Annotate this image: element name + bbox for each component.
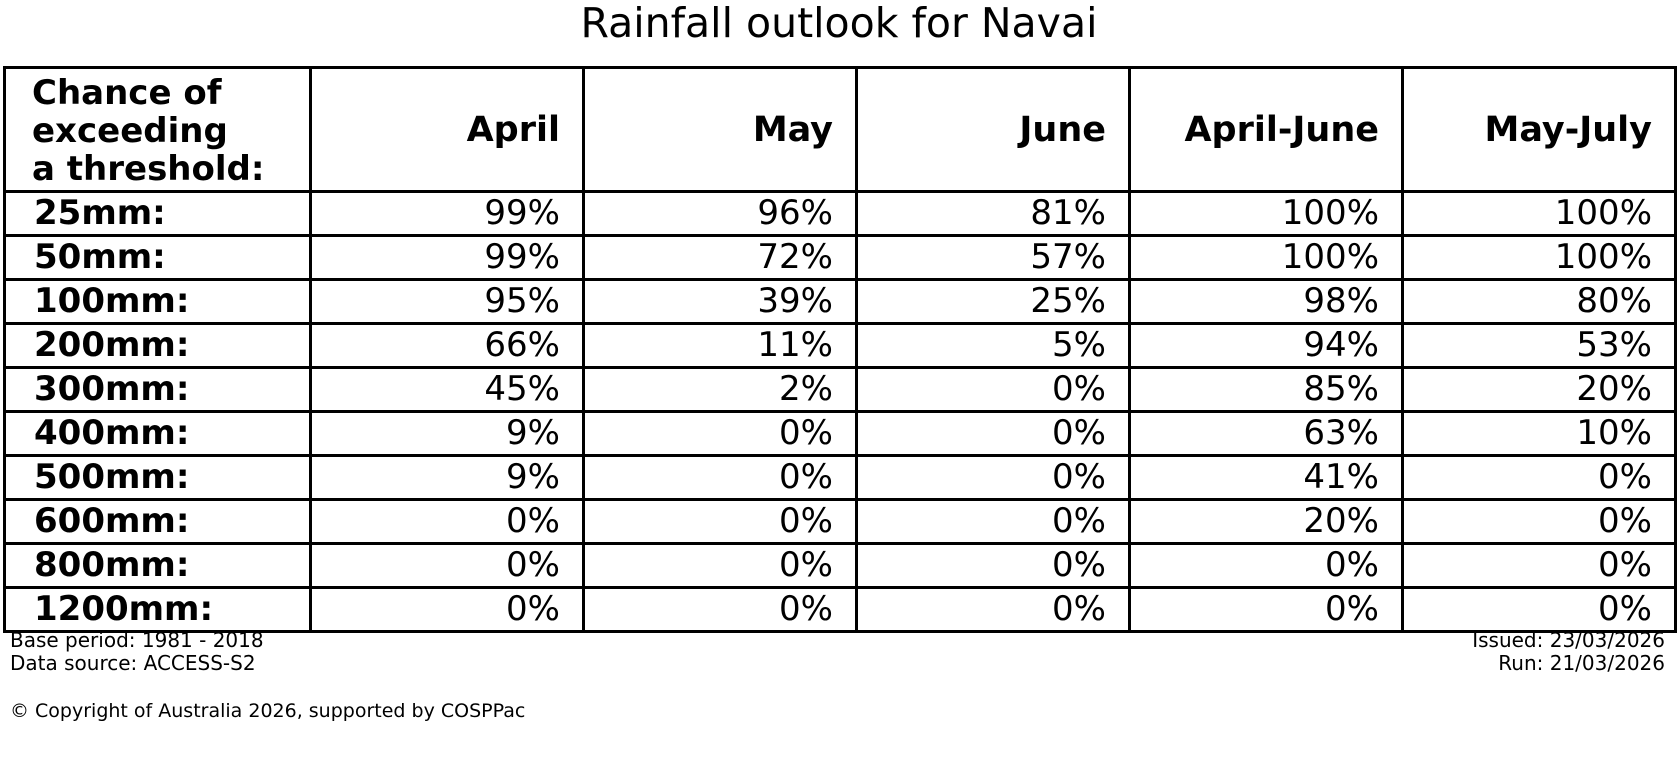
value-cell: 9%	[309, 454, 585, 501]
value-cell: 0%	[855, 542, 1131, 589]
value-cell: 0%	[1401, 498, 1677, 545]
value-cell: 41%	[1128, 454, 1404, 501]
column-header-may: May	[582, 66, 858, 193]
corner-header-line: exceeding	[32, 111, 228, 151]
value-cell: 0%	[309, 586, 585, 633]
value-cell: 0%	[309, 498, 585, 545]
row-threshold-label: 50mm:	[3, 234, 312, 281]
corner-header-line: a threshold:	[32, 149, 265, 189]
table-row: 50mm: 99% 72% 57% 100% 100%	[3, 234, 1677, 281]
column-header-june: June	[855, 66, 1131, 193]
value-cell: 100%	[1128, 190, 1404, 237]
value-cell: 96%	[582, 190, 858, 237]
table-row: 500mm: 9% 0% 0% 41% 0%	[3, 454, 1677, 501]
value-cell: 2%	[582, 366, 858, 413]
table-row: 300mm: 45% 2% 0% 85% 20%	[3, 366, 1677, 413]
value-cell: 0%	[855, 498, 1131, 545]
row-threshold-label: 1200mm:	[3, 586, 312, 633]
value-cell: 0%	[582, 498, 858, 545]
value-cell: 100%	[1128, 234, 1404, 281]
value-cell: 63%	[1128, 410, 1404, 457]
value-cell: 94%	[1128, 322, 1404, 369]
value-cell: 72%	[582, 234, 858, 281]
value-cell: 0%	[855, 410, 1131, 457]
row-threshold-label: 300mm:	[3, 366, 312, 413]
value-cell: 45%	[309, 366, 585, 413]
value-cell: 85%	[1128, 366, 1404, 413]
value-cell: 53%	[1401, 322, 1677, 369]
value-cell: 98%	[1128, 278, 1404, 325]
row-threshold-label: 200mm:	[3, 322, 312, 369]
value-cell: 99%	[309, 234, 585, 281]
table-row: 200mm: 66% 11% 5% 94% 53%	[3, 322, 1677, 369]
value-cell: 95%	[309, 278, 585, 325]
table-row: 600mm: 0% 0% 0% 20% 0%	[3, 498, 1677, 545]
row-threshold-label: 600mm:	[3, 498, 312, 545]
value-cell: 0%	[582, 410, 858, 457]
value-cell: 0%	[1401, 542, 1677, 589]
value-cell: 5%	[855, 322, 1131, 369]
value-cell: 100%	[1401, 190, 1677, 237]
table-row: 1200mm: 0% 0% 0% 0% 0%	[3, 586, 1677, 633]
value-cell: 9%	[309, 410, 585, 457]
issued-date-text: Issued: 23/03/2026	[1472, 628, 1665, 652]
copyright-line: © Copyright of Australia 2026, supported…	[10, 700, 526, 722]
rainfall-outlook-table: Chance of exceeding a threshold: April M…	[3, 66, 1677, 633]
value-cell: 0%	[855, 366, 1131, 413]
table-row: 400mm: 9% 0% 0% 63% 10%	[3, 410, 1677, 457]
column-header-april: April	[309, 66, 585, 193]
value-cell: 0%	[1128, 542, 1404, 589]
column-header-april-june: April-June	[1128, 66, 1404, 193]
value-cell: 25%	[855, 278, 1131, 325]
corner-header: Chance of exceeding a threshold:	[3, 66, 312, 193]
row-threshold-label: 500mm:	[3, 454, 312, 501]
row-threshold-label: 100mm:	[3, 278, 312, 325]
value-cell: 80%	[1401, 278, 1677, 325]
page-title: Rainfall outlook for Navai	[580, 0, 1098, 47]
data-source-text: Data source: ACCESS-S2	[10, 651, 256, 675]
value-cell: 99%	[309, 190, 585, 237]
value-cell: 0%	[1401, 586, 1677, 633]
value-cell: 0%	[855, 586, 1131, 633]
value-cell: 57%	[855, 234, 1131, 281]
value-cell: 0%	[309, 542, 585, 589]
value-cell: 0%	[855, 454, 1131, 501]
row-threshold-label: 25mm:	[3, 190, 312, 237]
table-row: 800mm: 0% 0% 0% 0% 0%	[3, 542, 1677, 589]
value-cell: 0%	[582, 586, 858, 633]
footer-left: Base period: 1981 - 2018 Data source: AC…	[10, 629, 264, 675]
footer-right: Issued: 23/03/2026 Run: 21/03/2026	[1472, 629, 1665, 675]
value-cell: 81%	[855, 190, 1131, 237]
row-threshold-label: 800mm:	[3, 542, 312, 589]
table-row: 25mm: 99% 96% 81% 100% 100%	[3, 190, 1677, 237]
header-row: Chance of exceeding a threshold: April M…	[3, 66, 1677, 193]
base-period-text: Base period: 1981 - 2018	[10, 628, 264, 652]
value-cell: 0%	[582, 542, 858, 589]
value-cell: 20%	[1128, 498, 1404, 545]
column-header-may-july: May-July	[1401, 66, 1677, 193]
value-cell: 11%	[582, 322, 858, 369]
value-cell: 0%	[1128, 586, 1404, 633]
run-date-text: Run: 21/03/2026	[1498, 651, 1665, 675]
value-cell: 66%	[309, 322, 585, 369]
value-cell: 0%	[582, 454, 858, 501]
value-cell: 10%	[1401, 410, 1677, 457]
value-cell: 0%	[1401, 454, 1677, 501]
table-row: 100mm: 95% 39% 25% 98% 80%	[3, 278, 1677, 325]
value-cell: 39%	[582, 278, 858, 325]
row-threshold-label: 400mm:	[3, 410, 312, 457]
value-cell: 100%	[1401, 234, 1677, 281]
corner-header-line: Chance of	[32, 73, 222, 113]
value-cell: 20%	[1401, 366, 1677, 413]
